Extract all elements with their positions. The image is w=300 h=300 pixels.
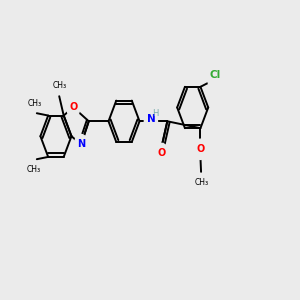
Text: H: H xyxy=(152,109,158,118)
Text: N: N xyxy=(146,114,155,124)
Text: O: O xyxy=(69,102,77,112)
Text: CH₃: CH₃ xyxy=(26,165,40,174)
Text: N: N xyxy=(77,140,85,149)
Text: CH₃: CH₃ xyxy=(28,99,42,108)
Text: O: O xyxy=(196,144,205,154)
Circle shape xyxy=(194,139,207,159)
Circle shape xyxy=(155,143,168,164)
Circle shape xyxy=(67,97,80,117)
Text: O: O xyxy=(158,148,166,158)
Text: Cl: Cl xyxy=(210,70,221,80)
Circle shape xyxy=(144,111,158,131)
Text: CH₃: CH₃ xyxy=(52,81,66,90)
Circle shape xyxy=(74,134,88,154)
Circle shape xyxy=(207,63,224,89)
Text: CH₃: CH₃ xyxy=(195,178,209,187)
